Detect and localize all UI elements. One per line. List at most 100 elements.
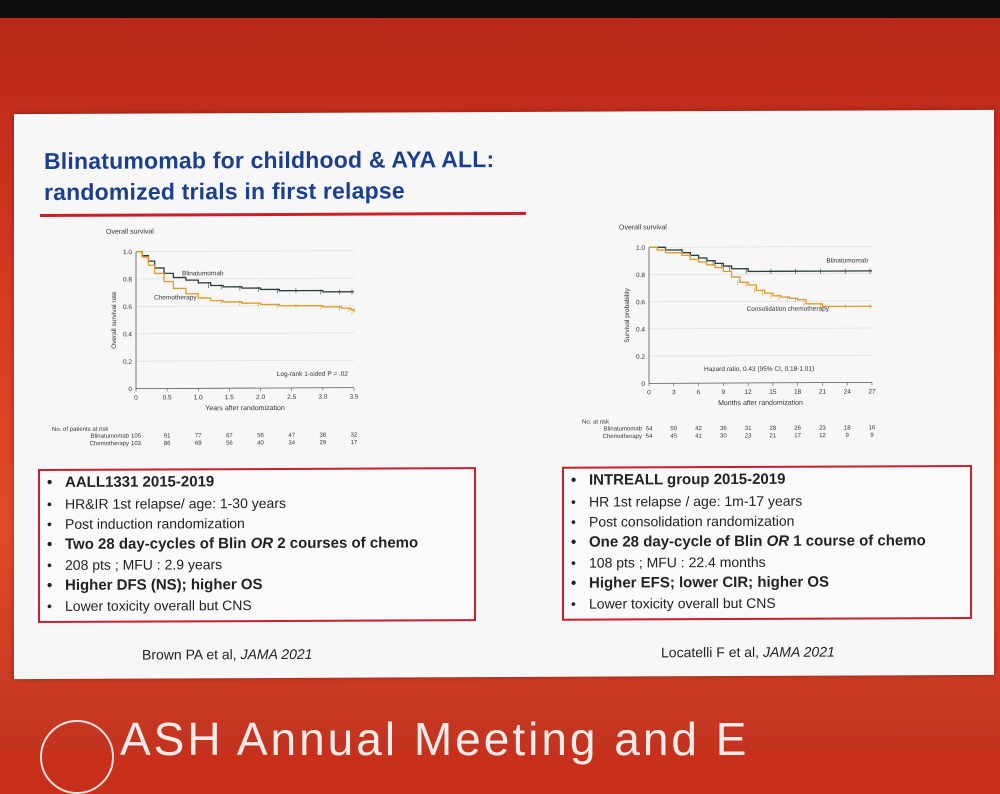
- chart-intreall-gridline: [649, 273, 872, 275]
- chart-intreall-risk-value: 18: [844, 425, 851, 431]
- chart-aall1331-gridline: [136, 277, 354, 280]
- chart-intreall-series-label-1: Blinatumomab: [826, 257, 868, 264]
- aall1331-summary-item-text: Post induction randomization: [65, 515, 245, 532]
- screen-top-bezel: [0, 0, 1000, 18]
- aall1331-summary-item-text: Higher DFS (NS); higher OS: [65, 575, 263, 594]
- chart-aall1331-risk-value: 69: [195, 441, 202, 447]
- aall1331-summary-item-text: 2015-2019: [138, 473, 215, 491]
- aall1331-summary-item-text: Lower toxicity overall but CNS: [65, 597, 252, 614]
- chart-intreall-x-tick-label: 15: [769, 389, 777, 396]
- aall1331-summary-item-text: Two 28 day-cycles of Blin: [65, 534, 251, 553]
- chart-aall1331-risk-value: 86: [164, 441, 171, 447]
- aall1331-summary-box: AALL1331 2015-2019HR&IR 1st relapse/ age…: [38, 467, 476, 624]
- chart-aall1331-risk-value: 56: [257, 433, 264, 439]
- chart-aall1331-series-label-1: Blinatumomab: [182, 270, 224, 277]
- chart-aall1331-series-line-2: [136, 250, 355, 313]
- intreall-summary-item-heading: INTREALL group: [589, 471, 710, 489]
- chart-intreall-title: Overall survival: [619, 224, 667, 231]
- chart-aall1331-x-tick-label: 1.5: [225, 394, 234, 401]
- chart-intreall-y-tick-label: 0.2: [636, 354, 645, 361]
- citation-brown-journal: JAMA 2021: [240, 645, 313, 663]
- aall1331-summary-item: 208 pts ; MFU : 2.9 years: [40, 553, 474, 575]
- chart-aall1331-x-tick-label: 2.0: [256, 394, 265, 401]
- chart-intreall-risk-value: 26: [794, 426, 801, 432]
- chart-aall1331-x-tick-label: 1.0: [194, 394, 203, 401]
- chart-aall1331-gridline: [136, 359, 354, 362]
- aall1331-summary-item: Post induction randomization: [40, 512, 474, 534]
- intreall-summary-item: Higher EFS; lower CIR; higher OS: [564, 571, 970, 593]
- chart-intreall-y-tick-label: 0.4: [636, 326, 645, 333]
- chart-intreall-y-axis-label: Survival probability: [624, 287, 631, 342]
- chart-intreall-x-tick-label: 24: [844, 388, 852, 395]
- aall1331-summary-item-emphasis: OR: [250, 534, 274, 552]
- chart-aall1331-gridline: [136, 332, 354, 335]
- intreall-summary-item: 108 pts ; MFU : 22.4 months: [564, 551, 970, 573]
- chart-intreall-risk-value: 36: [720, 426, 727, 432]
- chart-intreall-risk-value: 30: [720, 434, 727, 440]
- aall1331-summary-item-text: 208 pts ; MFU : 2.9 years: [65, 556, 223, 573]
- aall1331-summary-item-heading: AALL1331: [65, 473, 139, 491]
- intreall-summary-item-text: 1 course of chemo: [789, 531, 926, 550]
- chart-intreall-risk-value: 23: [745, 433, 752, 439]
- slide-title-line-2: randomized trials in first relapse: [44, 177, 405, 206]
- intreall-summary-item: HR 1st relapse / age: 1m-17 years: [564, 489, 970, 511]
- chart-intreall-risk-value: 9: [846, 433, 850, 439]
- chart-intreall-y-tick-label: 1.0: [636, 245, 645, 252]
- aall1331-summary-list: AALL1331 2015-2019HR&IR 1st relapse/ age…: [40, 469, 474, 616]
- intreall-summary-item-text: 108 pts ; MFU : 22.4 months: [589, 553, 766, 571]
- chart-aall1331-annotation: Log-rank 1-sided P = .02: [277, 371, 349, 378]
- society-seal-logo: [40, 720, 114, 794]
- chart-aall1331-y-axis-label: Overall survival rate: [111, 291, 118, 349]
- aall1331-summary-item: AALL1331 2015-2019: [40, 471, 474, 493]
- slide-title: Blinatumomab for childhood & AYA ALL: ra…: [44, 144, 494, 208]
- chart-intreall-risk-value: 16: [869, 425, 876, 431]
- intreall-summary-item-text: Post consolidation randomization: [589, 512, 795, 530]
- chart-intreall-risk-value: 21: [770, 433, 777, 439]
- chart-aall1331-title: Overall survival: [106, 229, 154, 236]
- chart-intreall-x-tick-label: 9: [722, 389, 726, 396]
- aall1331-summary-item: Two 28 day-cycles of Blin OR 2 courses o…: [40, 533, 474, 555]
- chart-intreall-risk-value: 28: [770, 426, 777, 432]
- chart-aall1331-risk-value: 29: [320, 440, 327, 446]
- chart-aall1331-risk-value: 34: [288, 440, 295, 446]
- citation-brown: Brown PA et al, JAMA 2021: [142, 646, 312, 663]
- chart-intreall-gridline: [649, 354, 872, 357]
- intreall-summary-item: Lower toxicity overall but CNS: [564, 592, 970, 614]
- chart-aall1331-series-line-1: [136, 250, 354, 293]
- chart-intreall-risk-row-label: Chemotherapy: [603, 434, 642, 440]
- chart-intreall-risk-row-label: Blinatumomab: [604, 426, 643, 432]
- chart-intreall-gridline: [649, 327, 872, 330]
- chart-intreall-x-tick-label: 27: [868, 388, 876, 395]
- chart-intreall-gridline: [649, 300, 872, 303]
- chart-intreall-risk-value: 17: [794, 433, 801, 439]
- intreall-summary-item-text: One 28 day-cycle of Blin: [589, 532, 767, 551]
- chart-aall1331-y-tick-label: 0.8: [123, 277, 132, 284]
- chart-aall1331-risk-value: 105: [131, 434, 142, 440]
- chart-intreall-risk-value: 42: [695, 426, 702, 432]
- chart-aall1331-risk-value: 40: [257, 441, 264, 447]
- chart-aall1331: Overall survival 0 0.2 0.4 0.6 0.8 1.0 0 0.5 1.0 1…: [44, 225, 384, 471]
- chart-intreall-risk-table-header: No. at risk: [582, 420, 610, 426]
- intreall-summary-box: INTREALL group 2015-2019HR 1st relapse /…: [562, 464, 972, 621]
- intreall-summary-list: INTREALL group 2015-2019HR 1st relapse /…: [564, 467, 970, 614]
- chart-aall1331-x-tick-label: 2.5: [287, 394, 296, 401]
- slide: Blinatumomab for childhood & AYA ALL: ra…: [14, 109, 994, 680]
- chart-aall1331-risk-value: 47: [288, 433, 295, 439]
- aall1331-summary-item-text: 2 courses of chemo: [273, 533, 419, 552]
- chart-aall1331-y-tick-label: 0.6: [123, 304, 132, 311]
- intreall-summary-item-text: HR 1st relapse / age: 1m-17 years: [589, 492, 803, 510]
- chart-intreall-risk-value: 23: [819, 426, 826, 432]
- chart-intreall-x-tick-label: 6: [697, 389, 701, 396]
- chart-intreall-annotation: Hazard ratio, 0.43 (95% CI, 0.18-1.01): [704, 366, 814, 373]
- chart-aall1331-risk-value: 56: [226, 441, 233, 447]
- chart-intreall-series-line-2: [649, 246, 872, 308]
- chart-aall1331-x-axis-label: Years after randomization: [205, 405, 285, 412]
- chart-intreall: Overall survival 0 0.2 0.4 0.6 0.8 1.0 0 3 6 9 12 15…: [554, 220, 884, 466]
- chart-aall1331-risk-value: 91: [164, 433, 171, 439]
- chart-aall1331-x-tick-label: 3.5: [349, 394, 358, 401]
- aall1331-summary-item: Higher DFS (NS); higher OS: [40, 574, 474, 596]
- intreall-summary-item: One 28 day-cycle of Blin OR 1 course of …: [564, 530, 970, 552]
- chart-aall1331-x-tick-label: 3.0: [318, 394, 327, 401]
- meeting-banner-text: ASH Annual Meeting and E: [120, 713, 750, 765]
